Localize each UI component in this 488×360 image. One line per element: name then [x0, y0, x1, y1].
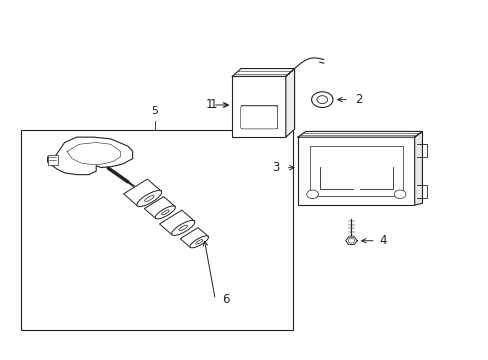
Circle shape	[306, 190, 318, 199]
Ellipse shape	[179, 225, 187, 231]
Text: 2: 2	[355, 93, 362, 106]
Circle shape	[393, 190, 405, 199]
Circle shape	[311, 92, 332, 108]
Ellipse shape	[144, 195, 154, 202]
Ellipse shape	[137, 190, 162, 207]
Polygon shape	[297, 131, 422, 137]
Polygon shape	[180, 228, 208, 247]
Ellipse shape	[171, 220, 194, 235]
Polygon shape	[285, 68, 294, 137]
Circle shape	[316, 96, 327, 104]
Text: 1: 1	[205, 99, 212, 112]
Circle shape	[347, 238, 354, 243]
Polygon shape	[345, 237, 357, 244]
Ellipse shape	[189, 236, 208, 248]
Text: 5: 5	[151, 106, 158, 116]
Polygon shape	[123, 179, 161, 206]
Polygon shape	[159, 210, 194, 235]
Ellipse shape	[155, 206, 175, 219]
Bar	[309, 146, 402, 196]
Bar	[297, 137, 414, 205]
Bar	[47, 155, 58, 165]
Polygon shape	[47, 137, 132, 175]
Polygon shape	[232, 68, 294, 76]
Bar	[21, 130, 292, 330]
Polygon shape	[414, 131, 422, 205]
Text: 3: 3	[272, 161, 280, 174]
FancyBboxPatch shape	[240, 106, 277, 129]
Ellipse shape	[161, 210, 169, 215]
Text: 4: 4	[379, 234, 386, 247]
Bar	[232, 76, 285, 137]
Text: 6: 6	[222, 293, 230, 306]
Ellipse shape	[195, 240, 203, 244]
Polygon shape	[144, 197, 175, 219]
Text: 1: 1	[209, 99, 217, 112]
Bar	[241, 105, 277, 128]
